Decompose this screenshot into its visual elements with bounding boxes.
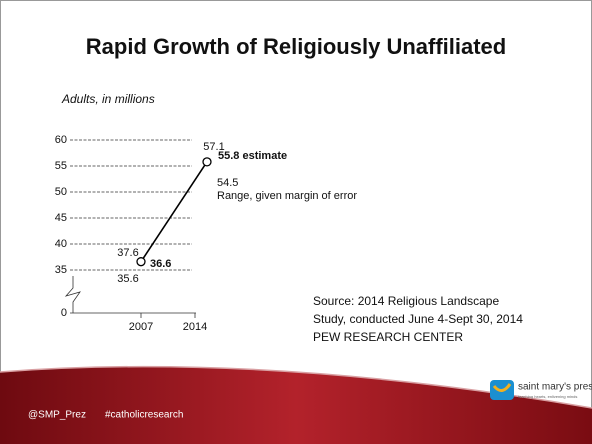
range-high-label: 57.1 xyxy=(203,141,224,153)
logo-text: saint mary's press xyxy=(518,382,592,393)
value-label: 55.8 estimate xyxy=(218,150,287,162)
source-line: Study, conducted June 4-Sept 30, 2014 xyxy=(313,312,523,326)
y-tick-label: 50 xyxy=(55,186,67,198)
point xyxy=(136,257,146,267)
range-low-label: 35.6 xyxy=(117,273,138,285)
footer-handle: @SMP_Prez xyxy=(28,410,86,421)
source-line: Source: 2014 Religious Landscape xyxy=(313,294,499,308)
slide-title: Rapid Growth of Religiously Unaffiliated xyxy=(86,34,506,59)
footer-hashtag: #catholicresearch xyxy=(105,410,183,421)
axis-break xyxy=(64,276,81,313)
footer-band xyxy=(0,366,592,444)
point xyxy=(202,157,212,167)
range-low-label: 54.5 xyxy=(217,177,238,189)
y-tick-label: 60 xyxy=(55,134,67,146)
logo: saint mary's press teaching hearts, enli… xyxy=(490,380,592,400)
y-tick-label: 45 xyxy=(55,212,67,224)
line xyxy=(140,161,208,263)
logo-tagline: teaching hearts, enlivening minds xyxy=(518,394,577,399)
value-label: 36.6 xyxy=(150,258,171,270)
y-tick-label: 40 xyxy=(55,238,67,250)
chart-subtitle: Adults, in millions xyxy=(61,92,155,106)
y-tick-label: 35 xyxy=(55,264,67,276)
range-label: Range, given margin of error xyxy=(217,190,357,202)
range-high-label: 37.6 xyxy=(117,247,138,259)
logo-icon xyxy=(492,383,512,392)
x-tick-label: 2014 xyxy=(183,321,207,333)
y-tick-label: 0 xyxy=(61,307,67,319)
x-tick-label: 2007 xyxy=(129,321,153,333)
y-tick-label: 55 xyxy=(55,160,67,172)
source-line: PEW RESEARCH CENTER xyxy=(313,330,463,344)
